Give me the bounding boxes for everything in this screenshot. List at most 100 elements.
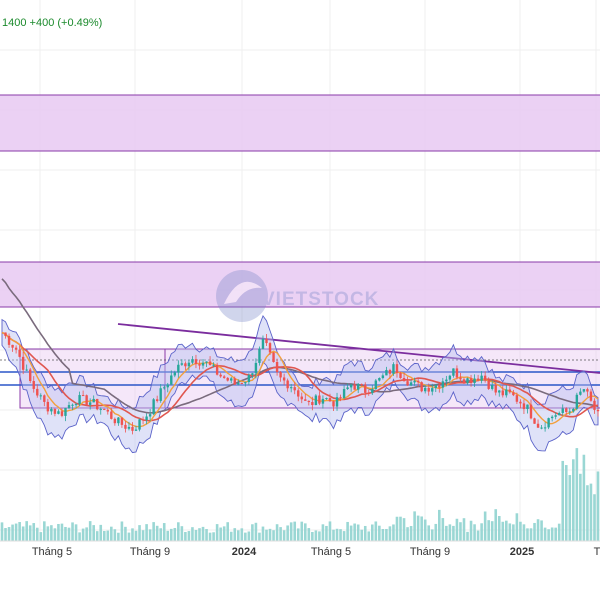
watermark: VIETSTOCK [216, 270, 378, 322]
candle-body [92, 398, 95, 403]
candle-body [237, 383, 240, 385]
volume-bar [409, 526, 413, 541]
candle-body [579, 391, 582, 395]
volume-bar [229, 531, 233, 541]
price-change: +400 (+0.49%) [29, 17, 103, 29]
volume-bar [547, 529, 550, 541]
candle-body [314, 395, 318, 406]
candle-body [378, 378, 381, 381]
candle-body [554, 415, 557, 417]
candle-body [540, 427, 543, 429]
volume-bar [268, 528, 272, 541]
volume-bars [0, 448, 600, 541]
volume-bar [236, 530, 240, 541]
volume-bar [540, 520, 543, 541]
volume-bar [533, 522, 536, 541]
candle-body [138, 419, 141, 430]
volume-bar [282, 530, 286, 541]
candle-body [187, 362, 191, 367]
volume-bar [169, 528, 173, 541]
candle-body [212, 364, 215, 366]
volume-bar [568, 475, 572, 541]
volume-bar [21, 526, 25, 541]
volume-bar [222, 526, 226, 541]
candle-body [529, 404, 533, 419]
candle-body [558, 412, 561, 416]
volume-bar [187, 531, 191, 541]
moving-averages [1, 278, 599, 428]
candle-body [483, 375, 487, 381]
candle-body [194, 359, 198, 365]
candle-body [74, 404, 78, 406]
volume-bar [557, 523, 561, 541]
volume-bar [494, 509, 498, 541]
volume-bar [95, 531, 99, 541]
candle-body [526, 404, 529, 410]
volume-bar [575, 448, 579, 541]
candle-body [547, 418, 550, 428]
volume-bar [593, 494, 596, 541]
volume-bar [254, 522, 258, 541]
bollinger-band [1, 314, 599, 454]
candle-body [402, 378, 406, 382]
volume-bar [430, 529, 434, 541]
volume-bar [363, 525, 367, 541]
volume-bar [148, 529, 152, 541]
candle-body [462, 379, 466, 384]
candle-body [469, 378, 473, 384]
trendline [117, 323, 600, 374]
candle-body [96, 398, 99, 410]
volume-bar [180, 526, 184, 541]
volume-bar [370, 524, 374, 541]
candle-body [346, 387, 349, 390]
volume-bar [314, 530, 318, 541]
candle-body [413, 380, 416, 383]
volume-bar [85, 527, 88, 541]
candle-body [50, 408, 53, 412]
candle-body [208, 361, 212, 365]
volume-bar [455, 518, 459, 541]
volume-bar [71, 522, 74, 541]
candle-body [332, 401, 335, 407]
candle-body [282, 377, 286, 381]
volume-bar [321, 524, 325, 541]
sma-long-line [1, 278, 599, 414]
candle-body [388, 370, 392, 374]
volume-bar [427, 525, 431, 541]
x-tick-label: T [594, 546, 600, 558]
candle-body [275, 361, 279, 373]
candle-body [589, 391, 593, 401]
volume-bar [131, 528, 134, 541]
candle-body [445, 379, 448, 382]
candle-body [233, 378, 236, 385]
volume-bar [145, 524, 148, 541]
candle-body [60, 411, 64, 416]
volume-bar [134, 530, 138, 541]
volume-bar [307, 528, 311, 541]
volume-bar [445, 525, 448, 541]
volume-bar [194, 529, 198, 541]
volume-bar [289, 522, 293, 541]
volume-bar [374, 521, 378, 541]
candle-body [18, 349, 21, 357]
volume-bar [311, 531, 314, 541]
volume-bar [39, 532, 43, 541]
candle-body [572, 408, 575, 412]
volume-bar [388, 526, 392, 541]
candle-body [491, 385, 494, 389]
volume-bar [469, 520, 473, 541]
candle-body [318, 395, 321, 404]
volume-bar [416, 515, 420, 541]
volume-bar [201, 526, 205, 541]
x-tick-label: Tháng 9 [130, 546, 170, 558]
volume-bar [487, 520, 490, 541]
candle-body [593, 400, 596, 410]
candle-body [505, 389, 508, 396]
candle-body [152, 399, 155, 415]
x-tick-label: Tháng 5 [311, 546, 351, 558]
volume-bar [550, 527, 554, 541]
candle-body [184, 363, 187, 367]
candle-body [335, 397, 339, 407]
